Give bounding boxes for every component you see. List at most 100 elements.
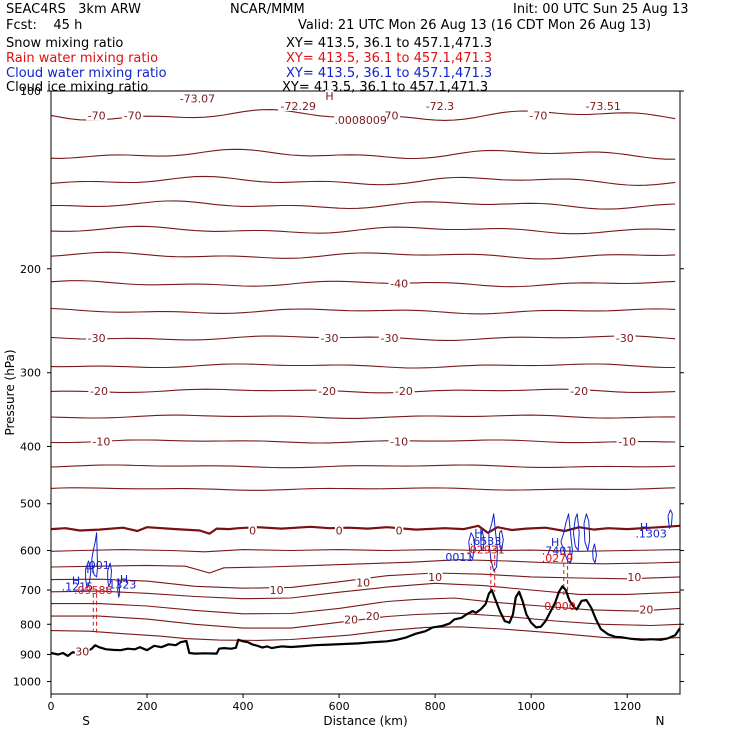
isotherm-label: -70 [529,109,547,122]
endpoint-label-south: S [82,714,90,728]
isotherm-label: -70 [124,109,142,122]
isotherm-label: 10 [356,577,370,590]
field-label-rain: Rain water mixing ratio [6,51,159,66]
y-tick-label: 1000 [13,675,41,688]
x-tick-label: 800 [425,700,446,713]
valid-time: Valid: 21 UTC Mon 26 Aug 13 (16 CDT Mon … [298,18,652,33]
isotherm-line [51,280,676,288]
isotherm-label: 10 [270,584,284,597]
model-title: SEAC4RS 3km ARW [6,2,142,17]
isotherm-label: -20 [395,385,413,398]
field-xy-cloud-water: XY= 413.5, 36.1 to 457.1,471.3 [286,66,493,81]
isotherm-label: 10 [428,571,442,584]
isotherm-line [51,549,680,553]
y-tick-label: 500 [20,498,41,511]
isotherm-line [51,464,676,469]
x-tick-label: 400 [233,700,254,713]
isotherm-label: -40 [390,278,408,291]
isotherm-label: 20 [344,613,358,626]
freezing-level-line [51,524,680,535]
isotherm-line [51,582,680,600]
y-tick-label: 400 [20,441,41,454]
y-tick-label: 700 [20,584,41,597]
isotherm-label: -73.07 [180,93,215,106]
label-halo [527,109,549,121]
point-label: .02931 [466,544,505,557]
isotherm-label: -20 [570,385,588,398]
label-halo [269,584,285,596]
isotherm-label: 0 [396,524,403,537]
point-label: .0011 [442,551,474,564]
isotherm-label: -10 [92,435,110,448]
isotherm-line [51,363,676,369]
cloud-water-contour [107,562,112,587]
field-xy-snow: XY= 413.5, 36.1 to 457.1,471.3 [286,36,493,51]
cloud-water-contour [667,509,673,529]
isotherm-line [51,148,676,160]
isotherm-label: -10 [618,435,636,448]
label-halo [90,435,113,447]
y-tick-label: 300 [20,367,41,380]
isotherm-label: -72.3 [426,100,454,113]
label-halo [626,570,642,582]
label-halo [278,99,319,111]
isotherm-line [51,200,676,210]
isotherm-line [51,439,676,444]
label-halo [638,603,654,615]
label-halo [568,384,590,396]
point-label: H [72,575,80,588]
contour-layer [51,109,680,657]
plot-frame [50,90,681,695]
isotherm-label: -30 [88,332,106,345]
cloud-water-contour [583,513,591,551]
x-tick-label: 200 [137,700,158,713]
point-label: H [474,527,482,540]
cloud-water-contour [560,513,573,564]
point-label: H [120,573,128,586]
isotherm-label: -30 [321,332,339,345]
isotherm-label: -10 [390,435,408,448]
x-axis-label: Distance (km) [323,714,407,728]
cloud-water-contour [499,530,504,554]
isotherm-line [51,251,676,260]
label-halo [427,570,443,582]
label-halo [378,109,401,121]
field-xy-rain: XY= 413.5, 36.1 to 457.1,471.3 [286,51,493,66]
label-halo [388,277,410,289]
label-halo [318,332,341,344]
y-axis-label: Pressure (hPa) [3,349,17,435]
point-label: .09586 [74,584,113,597]
y-tick-label: 600 [20,544,41,557]
isotherm-line [51,612,680,629]
label-halo [388,435,410,447]
point-label: 0.000 [544,600,576,613]
label-halo [394,524,404,536]
cloud-water-contour [592,543,597,564]
label-halo [365,610,381,622]
cloud-water-contour [488,513,498,572]
label-halo [334,114,388,126]
label-halo [316,384,338,396]
label-halo [378,332,401,344]
x-tick-label: 0 [48,700,55,713]
label-halo [614,332,636,344]
point-label: H [86,563,94,576]
point-label: .1323 [105,578,137,591]
label-halo [86,109,108,121]
label-halo [355,576,371,588]
y-tick-label: 200 [20,263,41,276]
label-halo [334,524,344,536]
label-halo [325,90,334,102]
cloud-water-contour [480,530,485,551]
isotherm-line [51,307,676,315]
isotherm-label: 0 [249,524,256,537]
isotherm-line [51,414,676,419]
isotherm-label: -20 [318,385,336,398]
label-halo [88,384,110,396]
institution-label: NCAR/MMM [230,2,305,17]
field-label-cloud-water: Cloud water mixing ratio [6,66,167,81]
init-time: Init: 00 UTC Sun 25 Aug 13 [513,2,689,17]
isotherm-label: 0 [336,524,343,537]
label-halo [74,645,90,657]
